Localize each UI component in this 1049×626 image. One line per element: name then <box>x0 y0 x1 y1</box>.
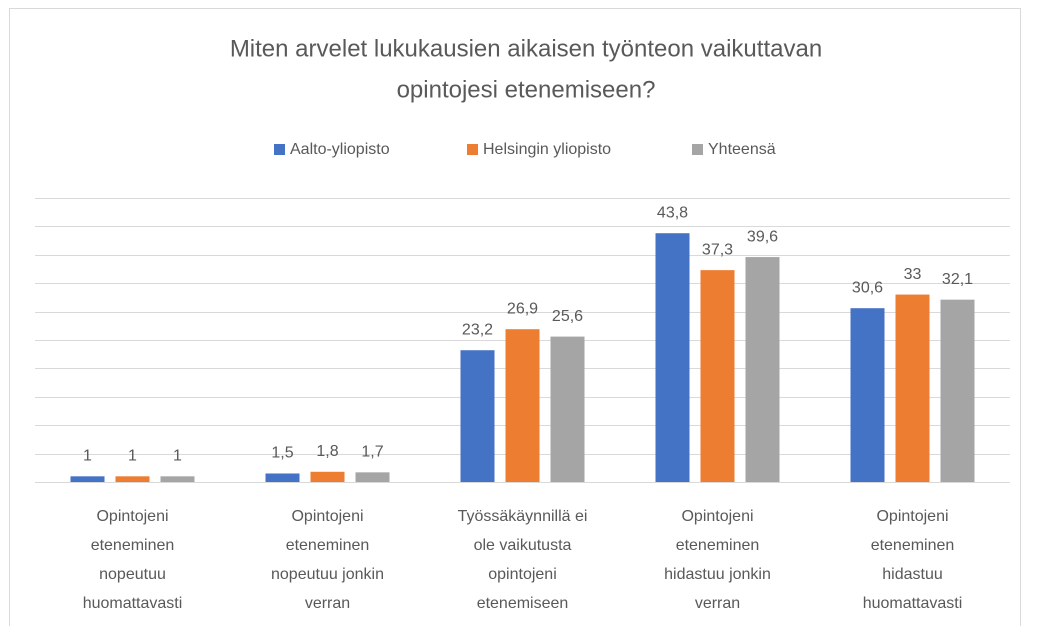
bar <box>310 471 345 482</box>
legend-label: Aalto-yliopisto <box>290 141 390 158</box>
x-tick-label-line: nopeutuu jonkin <box>271 566 384 583</box>
x-tick-label-line: etenemiseen <box>477 595 569 612</box>
bar <box>460 350 495 482</box>
x-tick-label-line: hidastuu jonkin <box>664 566 771 583</box>
bar <box>355 472 390 482</box>
data-label: 32,1 <box>942 271 973 288</box>
legend-label: Yhteensä <box>708 141 776 158</box>
x-tick-label: Opintojeni eteneminen hidastuu huomattavast… <box>863 508 963 612</box>
data-label: 1,7 <box>361 444 383 461</box>
bar <box>160 476 195 482</box>
x-tick-label-line: eteneminen <box>91 537 175 554</box>
x-tick-label-line: huomattavasti <box>863 595 963 612</box>
bar <box>895 294 930 482</box>
x-tick-label-line: eteneminen <box>871 537 955 554</box>
data-label: 1,5 <box>271 445 293 462</box>
x-tick-label-line: ole vaikutusta <box>474 537 572 554</box>
data-label: 23,2 <box>462 321 493 338</box>
x-tick-label-line: eteneminen <box>676 537 760 554</box>
bar <box>850 308 885 482</box>
data-label: 1 <box>83 448 92 465</box>
x-tick-label-line: Opintojeni <box>291 508 363 525</box>
bar <box>655 233 690 482</box>
legend-swatch <box>692 144 703 155</box>
data-label: 39,6 <box>747 228 778 245</box>
x-tick-label-line: opintojeni <box>488 566 557 583</box>
bar <box>505 329 540 482</box>
data-label: 1,8 <box>316 443 338 460</box>
legend-swatch <box>274 144 285 155</box>
data-label: 37,3 <box>702 241 733 258</box>
data-label: 33 <box>904 266 922 283</box>
bar <box>700 270 735 482</box>
data-label: 30,6 <box>852 279 883 296</box>
x-tick-label: Opintojeni eteneminen hidastuu jonkin verra… <box>664 508 771 612</box>
x-tick-label-line: nopeutuu <box>99 566 166 583</box>
x-tick-label-line: verran <box>695 595 740 612</box>
data-label: 43,8 <box>657 204 688 221</box>
x-tick-label-line: huomattavasti <box>83 595 183 612</box>
chart-title: opintojesi etenemiseen? <box>397 76 656 103</box>
bar <box>745 257 780 482</box>
x-tick-label: Työssäkäynnillä ei ole vaikutusta opintoje… <box>458 508 588 612</box>
legend-swatch <box>467 144 478 155</box>
x-tick-label-line: Työssäkäynnillä ei <box>458 508 588 525</box>
bar <box>70 476 105 482</box>
bar <box>115 476 150 482</box>
x-tick-label-line: hidastuu <box>882 566 943 583</box>
data-label: 26,9 <box>507 300 538 317</box>
chart-title: Miten arvelet lukukausien aikaisen työnt… <box>230 35 822 62</box>
data-label: 1 <box>128 448 137 465</box>
x-tick-label: Opintojeni eteneminen nopeutuu jonkin verra… <box>271 508 384 612</box>
x-tick-label-line: Opintojeni <box>96 508 168 525</box>
legend-label: Helsingin yliopisto <box>483 141 611 158</box>
x-tick-label-line: eteneminen <box>286 537 370 554</box>
data-label: 1 <box>173 448 182 465</box>
bar <box>265 473 300 482</box>
x-tick-label-line: Opintojeni <box>681 508 753 525</box>
bar <box>550 336 585 482</box>
bar <box>940 299 975 482</box>
data-label: 25,6 <box>552 308 583 325</box>
x-tick-label-line: Opintojeni <box>876 508 948 525</box>
x-tick-label: Opintojeni eteneminen nopeutuu huomattavast… <box>83 508 183 612</box>
x-tick-label-line: verran <box>305 595 350 612</box>
